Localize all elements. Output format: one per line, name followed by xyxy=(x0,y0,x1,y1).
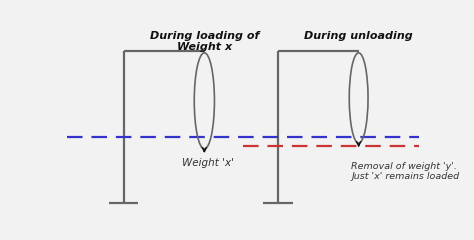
Text: During loading of
Weight x: During loading of Weight x xyxy=(150,31,259,52)
Text: Removal of weight 'y'.
Just 'x' remains loaded: Removal of weight 'y'. Just 'x' remains … xyxy=(351,162,459,181)
Text: Weight 'x': Weight 'x' xyxy=(182,158,234,168)
Text: During unloading: During unloading xyxy=(304,31,413,41)
